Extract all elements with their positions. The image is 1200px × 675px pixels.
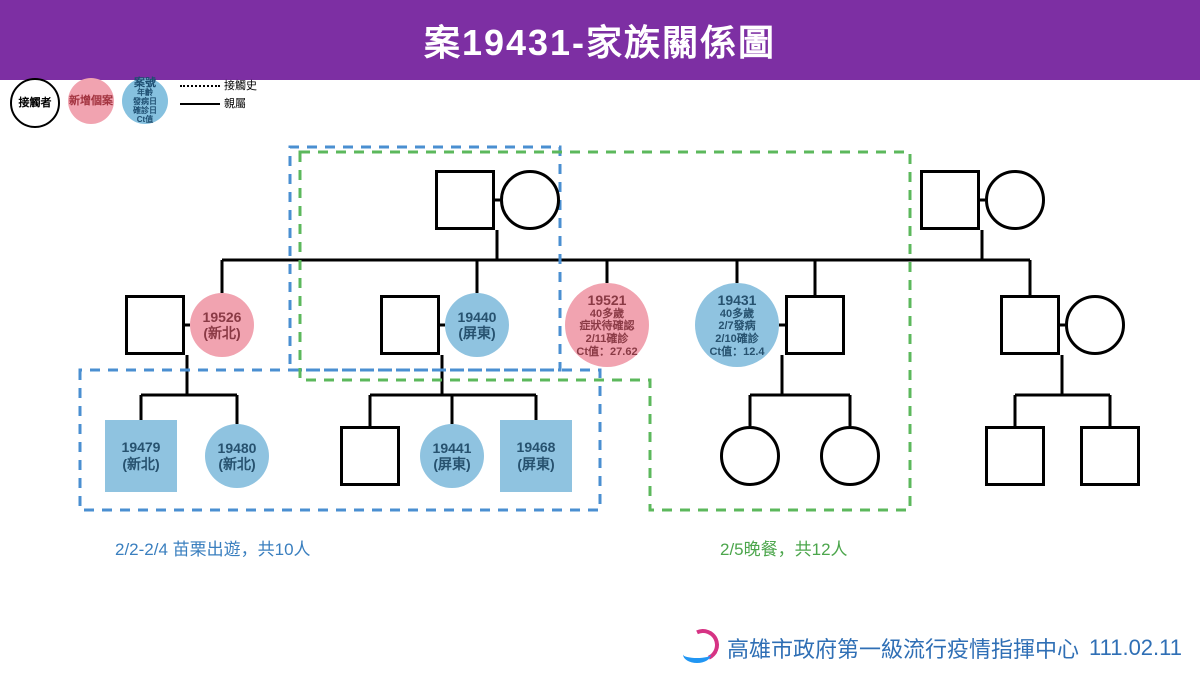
logo-icon <box>683 631 717 665</box>
node-n19521: 1952140多歲症狀待確認2/11確診Ct值：27.62 <box>565 283 649 367</box>
node-g3d2 <box>820 426 880 486</box>
dash-caption: 2/2-2/4 苗栗出遊，共10人 <box>115 535 311 560</box>
node-g1f <box>500 170 560 230</box>
node-g3d1 <box>720 426 780 486</box>
dash-caption: 2/5晚餐，共12人 <box>720 535 848 560</box>
node-n19526: 19526(新北) <box>190 293 254 357</box>
footer-org: 高雄市政府第一級流行疫情指揮中心 <box>727 632 1079 664</box>
node-r3a <box>985 426 1045 486</box>
node-r2f <box>1065 295 1125 355</box>
node-n19440: 19440(屏東) <box>445 293 509 357</box>
node-r2m <box>1000 295 1060 355</box>
footer-date: 111.02.11 <box>1089 635 1182 661</box>
node-r1m <box>920 170 980 230</box>
node-g1m <box>435 170 495 230</box>
footer: 高雄市政府第一級流行疫情指揮中心 111.02.11 <box>683 631 1182 665</box>
node-r3b <box>1080 426 1140 486</box>
node-g2d_m <box>785 295 845 355</box>
node-r1f <box>985 170 1045 230</box>
node-n19441: 19441(屏東) <box>420 424 484 488</box>
node-g3b1 <box>340 426 400 486</box>
node-n19479: 19479(新北) <box>105 420 177 492</box>
node-n19431: 1943140多歲2/7發病2/10確診Ct值：12.4 <box>695 283 779 367</box>
node-g2b_m <box>380 295 440 355</box>
node-g2a_m <box>125 295 185 355</box>
node-n19468: 19468(屏東) <box>500 420 572 492</box>
node-n19480: 19480(新北) <box>205 424 269 488</box>
